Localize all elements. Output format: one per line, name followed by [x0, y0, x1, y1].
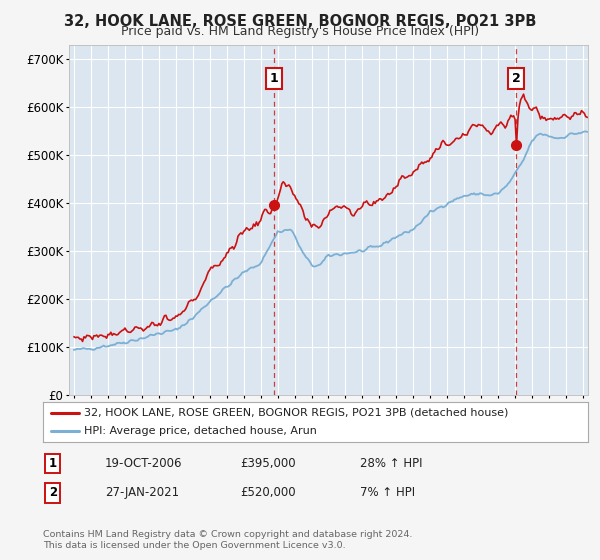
Text: 19-OCT-2006: 19-OCT-2006	[105, 457, 182, 470]
Text: £395,000: £395,000	[240, 457, 296, 470]
Text: £520,000: £520,000	[240, 486, 296, 500]
Text: 2: 2	[49, 486, 57, 500]
Text: 1: 1	[270, 72, 278, 85]
Text: 7% ↑ HPI: 7% ↑ HPI	[360, 486, 415, 500]
Text: Price paid vs. HM Land Registry's House Price Index (HPI): Price paid vs. HM Land Registry's House …	[121, 25, 479, 38]
Text: 27-JAN-2021: 27-JAN-2021	[105, 486, 179, 500]
Text: This data is licensed under the Open Government Licence v3.0.: This data is licensed under the Open Gov…	[43, 541, 346, 550]
Text: 32, HOOK LANE, ROSE GREEN, BOGNOR REGIS, PO21 3PB (detached house): 32, HOOK LANE, ROSE GREEN, BOGNOR REGIS,…	[84, 408, 508, 418]
Text: Contains HM Land Registry data © Crown copyright and database right 2024.: Contains HM Land Registry data © Crown c…	[43, 530, 413, 539]
Text: 32, HOOK LANE, ROSE GREEN, BOGNOR REGIS, PO21 3PB: 32, HOOK LANE, ROSE GREEN, BOGNOR REGIS,…	[64, 14, 536, 29]
Text: HPI: Average price, detached house, Arun: HPI: Average price, detached house, Arun	[84, 426, 317, 436]
Text: 2: 2	[512, 72, 521, 85]
Text: 28% ↑ HPI: 28% ↑ HPI	[360, 457, 422, 470]
Text: 1: 1	[49, 457, 57, 470]
